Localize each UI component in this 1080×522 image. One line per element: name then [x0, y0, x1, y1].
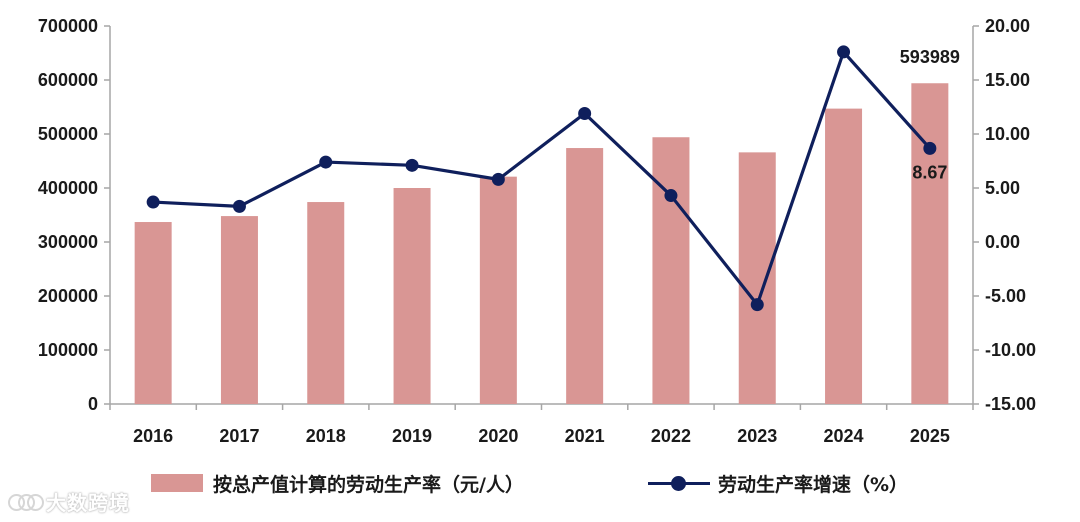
x-axis-category-label: 2021: [565, 426, 605, 446]
bar: [134, 222, 172, 404]
x-axis-category-label: 2025: [910, 426, 950, 446]
left-axis-tick-label: 200000: [38, 286, 98, 306]
growth-line-point: [750, 298, 764, 312]
growth-line: [153, 50, 932, 307]
left-axis-tick-label: 500000: [38, 124, 98, 144]
growth-line-point: [664, 189, 678, 203]
left-axis-tick-label: 300000: [38, 232, 98, 252]
growth-line-point: [232, 199, 246, 213]
bar: [393, 188, 431, 404]
bar: [652, 137, 690, 405]
bar: [479, 176, 517, 404]
legend-bar-label: 按总产值计算的劳动生产率（元/人）: [213, 473, 524, 496]
legend: 按总产值计算的劳动生产率（元/人） 劳动生产率增速（%）: [0, 466, 1080, 500]
right-axis-tick-label: -10.00: [985, 340, 1036, 360]
left-axis-tick-label: 400000: [38, 178, 98, 198]
growth-line-point: [491, 172, 505, 186]
right-axis-tick-label: 5.00: [985, 178, 1020, 198]
growth-line-point: [146, 195, 160, 209]
growth-line-point: [923, 141, 937, 155]
bar: [307, 202, 345, 404]
bar: [738, 152, 776, 404]
x-axis-category-label: 2024: [824, 426, 864, 446]
legend-line-label: 劳动生产率增速（%）: [718, 473, 909, 496]
right-axis-tick-label: -5.00: [985, 286, 1026, 306]
data-label: 8.67: [912, 162, 947, 182]
growth-line-point: [405, 158, 419, 172]
right-axis-tick-label: 10.00: [985, 124, 1030, 144]
left-axis-tick-label: 600000: [38, 70, 98, 90]
left-axis-tick-label: 100000: [38, 340, 98, 360]
bar: [911, 83, 949, 404]
x-axis-category-label: 2017: [219, 426, 259, 446]
combo-chart: 0 100000 200000 300000 400000 500000 600000 700…: [38, 16, 1036, 446]
x-axis-category-label: 2022: [651, 426, 691, 446]
right-axis-tick-label: -15.00: [985, 394, 1036, 414]
watermark: 大数跨境: [8, 488, 130, 515]
right-axis-tick-label: 15.00: [985, 70, 1030, 90]
x-axis-category-label: 2020: [478, 426, 518, 446]
legend-bar-swatch: [151, 474, 203, 492]
right-axis-tick-label: 20.00: [985, 16, 1030, 36]
watermark-text: 大数跨境: [46, 490, 130, 515]
bar: [825, 108, 863, 405]
bar: [220, 216, 258, 404]
growth-line-point: [578, 106, 592, 120]
watermark-logo-icon: [8, 491, 44, 511]
x-axis-category-label: 2016: [133, 426, 173, 446]
x-axis-category-label: 2018: [306, 426, 346, 446]
growth-line-point: [837, 45, 851, 59]
growth-line-point: [319, 155, 333, 169]
x-axis-category-label: 2023: [737, 426, 777, 446]
left-axis-tick-label: 0: [88, 394, 98, 414]
legend-line-swatch: [648, 474, 710, 492]
x-axis-category-label: 2019: [392, 426, 432, 446]
legend-item-line: 劳动生产率增速（%）: [648, 466, 908, 500]
left-axis-tick-label: 700000: [38, 16, 98, 36]
legend-item-bar: 按总产值计算的劳动生产率（元/人）: [151, 466, 524, 500]
right-axis-tick-label: 0.00: [985, 232, 1020, 252]
bar: [566, 148, 604, 404]
data-label: 593989: [900, 47, 960, 67]
